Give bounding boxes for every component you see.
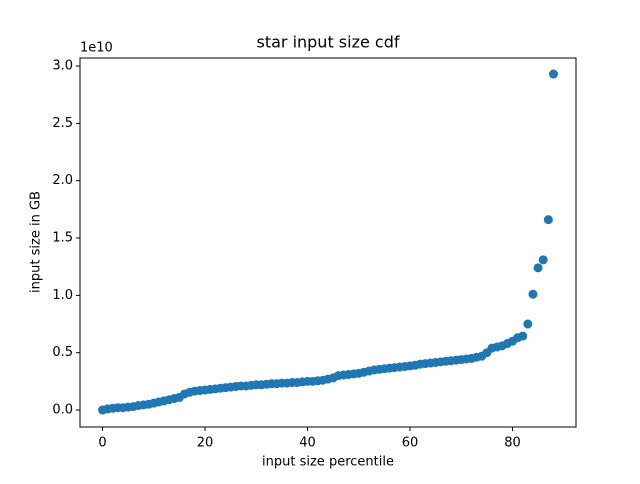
x-tick-label: 20: [197, 436, 214, 451]
chart-title: star input size cdf: [256, 33, 399, 52]
scatter-point: [528, 289, 538, 299]
y-axis-label: input size in GB: [29, 191, 44, 293]
y-tick-label: 3.0: [52, 59, 73, 74]
y-tick-label: 1.0: [52, 288, 73, 303]
scatter-point: [518, 331, 528, 341]
x-tick-label: 40: [299, 436, 316, 451]
y-tick-label: 0.5: [52, 345, 73, 360]
y-tick-label: 2.0: [52, 173, 73, 188]
scatter-point: [533, 263, 543, 273]
y-tick-label: 0.0: [52, 403, 73, 418]
y-tick-label: 2.5: [52, 116, 73, 131]
x-axis-label: input size percentile: [262, 455, 394, 470]
plot-frame: [79, 57, 577, 428]
scatter-point: [523, 319, 533, 329]
y-tick-label: 1.5: [52, 231, 73, 246]
scatter-point: [548, 69, 558, 79]
y-offset-label: 1e10: [80, 41, 113, 56]
scatter-point: [538, 255, 548, 265]
x-tick-label: 60: [402, 436, 419, 451]
x-tick-label: 0: [98, 436, 106, 451]
x-tick-label: 80: [504, 436, 521, 451]
scatter-point: [543, 215, 553, 225]
